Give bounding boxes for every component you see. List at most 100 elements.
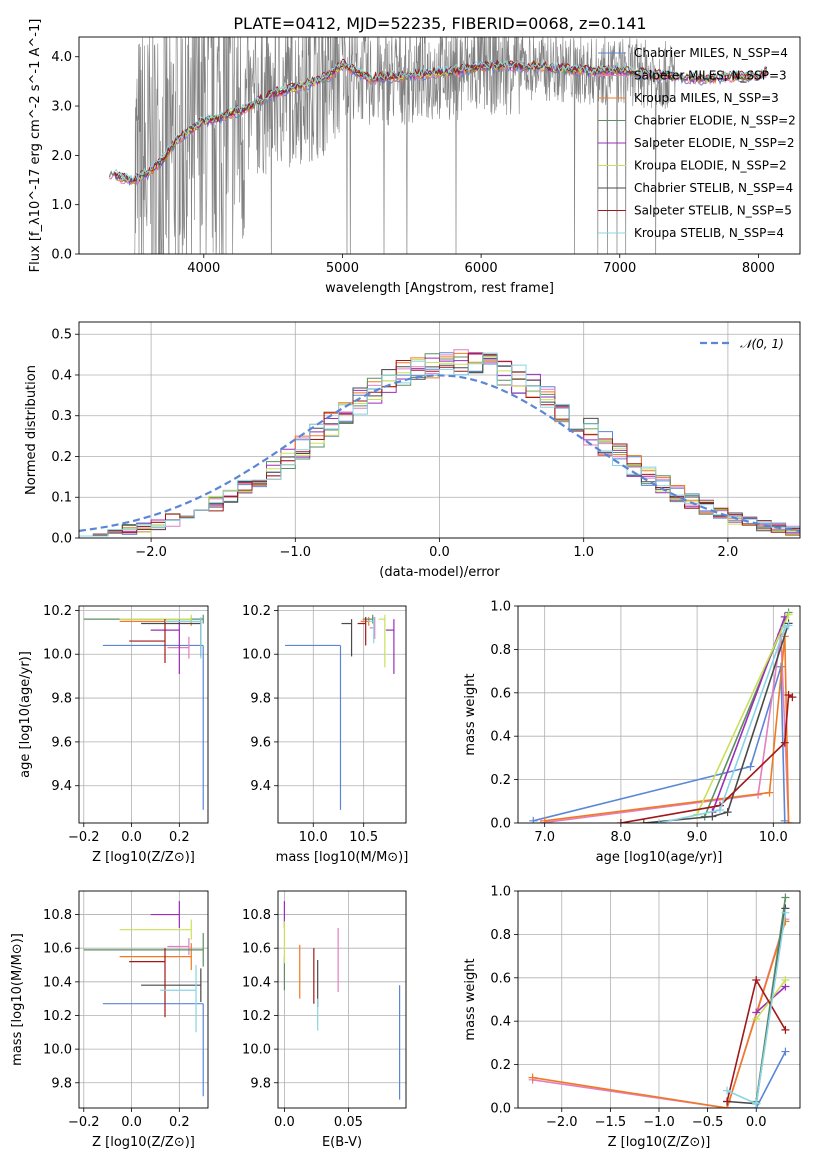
axes-frame <box>517 605 801 824</box>
x-axis-label: Z [log10(Z/Z⊙)] <box>608 1135 711 1150</box>
plot-area <box>528 893 790 1108</box>
grid <box>518 605 800 824</box>
figure-title: PLATE=0412, MJD=52235, FIBERID=0068, z=0… <box>233 14 646 33</box>
mass-weight-point <box>529 816 538 823</box>
y-tick-label: 0.4 <box>490 730 511 745</box>
mass-weight-point <box>752 1015 761 1024</box>
y-tick-label: 10.4 <box>43 975 72 990</box>
plot-area <box>109 37 768 254</box>
y-tick-label: 10.6 <box>43 942 72 957</box>
x-tick-label: 0.0 <box>429 545 450 560</box>
x-axis-label: Z [log10(Z/Z⊙)] <box>92 850 195 865</box>
y-tick-label: 10.2 <box>43 1009 72 1024</box>
ticks: −2.0 −1.0 0.0 1.0 2.0 0.0 0.1 0.2 0.3 0.4 0.5 <box>51 328 738 560</box>
x-tick-label: 0.0 <box>121 1115 142 1130</box>
axes-frame <box>277 605 407 824</box>
mass-weight-point <box>784 819 793 823</box>
spectrum-panel: 4000 5000 6000 7000 8000 0.0 1.0 2.0 3.0 4.0 wavel… <box>28 19 801 296</box>
plot-area <box>283 901 401 1100</box>
mass-weight-point <box>784 621 793 630</box>
x-tick-label: 4000 <box>187 261 220 276</box>
x-tick-label: 5000 <box>326 261 359 276</box>
y-tick-label: 9.8 <box>250 692 271 707</box>
y-tick-label: 1.0 <box>490 885 511 900</box>
ticks: 4000 5000 6000 7000 8000 0.0 1.0 2.0 3.0 4.0 <box>51 50 775 276</box>
mass-weight-point <box>616 819 625 823</box>
y-tick-label: 9.6 <box>51 735 72 750</box>
y-tick-label: 9.8 <box>51 1076 72 1091</box>
mass-weight-point <box>723 1086 732 1095</box>
x-axis-label: E(B-V) <box>322 1135 362 1150</box>
y-tick-label: 2.0 <box>51 149 72 164</box>
mass-vs-EBV-panel: 0.0 0.05 9.8 10.0 10.2 10.4 10.6 10.8 E(B-V) <box>242 890 407 1150</box>
mass-weight-point <box>780 738 789 747</box>
mass-weight-point <box>765 788 774 797</box>
legend-entry: Salpeter MILES, N_SSP=3 <box>634 69 787 83</box>
legend-entry: Kroupa ELODIE, N_SSP=2 <box>634 159 787 173</box>
axes-frame <box>78 605 209 824</box>
y-tick-label: 10.6 <box>242 942 271 957</box>
massweight-vs-Z-panel: −2.0 −1.5 −1.0 −0.5 0.0 0.0 0.2 0.4 0.6 0.8 1.0 Z [… <box>463 885 801 1150</box>
y-axis-label: mass [log10(M/M⊙)] <box>10 933 25 1066</box>
legend: Chabrier MILES, N_SSP=4 Salpeter MILES, N… <box>598 46 796 240</box>
y-tick-label: 10.0 <box>43 648 72 663</box>
plot-area <box>529 608 797 823</box>
mass-weight-line <box>755 979 787 1020</box>
y-tick-label: 0.0 <box>490 817 511 832</box>
x-tick-label: 10.5 <box>349 830 378 845</box>
y-tick-label: 9.4 <box>51 779 72 794</box>
mass-weight-point <box>540 816 549 823</box>
x-tick-label: 10.0 <box>299 830 328 845</box>
y-tick-label: 0.3 <box>51 409 72 424</box>
legend-entry: 𝒩(0, 1) <box>740 337 784 351</box>
y-tick-label: 0.2 <box>490 1058 511 1073</box>
x-tick-label: 7000 <box>603 261 636 276</box>
x-tick-label: 10.0 <box>759 830 788 845</box>
mass-weight-point <box>784 610 793 619</box>
mass-weight-point <box>708 812 717 821</box>
x-tick-label: −0.5 <box>692 1115 724 1130</box>
grid <box>278 891 406 1108</box>
mass-weight-point <box>752 1099 761 1108</box>
mass-weight-point <box>781 1047 790 1056</box>
mass-weight-line <box>643 623 790 823</box>
x-tick-label: −2.0 <box>135 545 167 560</box>
mass-weight-point <box>781 893 790 902</box>
plot-area <box>285 614 395 810</box>
residual-histogram <box>79 352 800 538</box>
y-tick-label: 10.0 <box>43 1043 72 1058</box>
mass-weight-point <box>723 1097 732 1106</box>
y-tick-label: 0.5 <box>51 328 72 343</box>
grid <box>79 891 208 1108</box>
x-tick-label: −0.2 <box>68 1115 100 1130</box>
mass-weight-line <box>544 636 790 823</box>
y-tick-label: 9.4 <box>250 779 271 794</box>
normal-reference-curve <box>79 374 800 532</box>
grid <box>79 606 208 823</box>
y-tick-label: 10.8 <box>242 908 271 923</box>
plot-area <box>83 901 204 1097</box>
age-vs-Z-panel: −0.2 0.0 0.2 9.4 9.6 9.8 10.0 10.2 Z [log10(Z/Z⊙… <box>18 604 209 865</box>
y-tick-label: 1.0 <box>490 600 511 615</box>
x-tick-label: −2.0 <box>546 1115 578 1130</box>
y-tick-label: 0.0 <box>51 532 72 547</box>
y-tick-label: 3.0 <box>51 100 72 115</box>
mass-weight-line <box>540 634 790 823</box>
y-tick-label: 0.6 <box>490 971 511 986</box>
legend-entry: Chabrier ELODIE, N_SSP=2 <box>634 114 796 128</box>
x-tick-label: 0.2 <box>169 1115 190 1130</box>
mass-weight-line <box>658 624 790 823</box>
x-tick-label: 9.0 <box>687 830 708 845</box>
y-axis-label: age [log10(age/yr)] <box>18 651 33 778</box>
ticks: 0.0 0.05 9.8 10.0 10.2 10.4 10.6 10.8 <box>242 908 363 1130</box>
y-axis-label: mass weight <box>463 958 478 1040</box>
mass-weight-line <box>696 614 790 815</box>
legend-entry: Kroupa MILES, N_SSP=3 <box>634 91 779 105</box>
observed-spectrum <box>134 37 676 254</box>
legend-entry: Chabrier MILES, N_SSP=4 <box>634 46 788 60</box>
grid <box>518 890 800 1109</box>
y-tick-label: 0.6 <box>490 686 511 701</box>
ticks: −0.2 0.0 0.2 9.4 9.6 9.8 10.0 10.2 <box>43 604 190 845</box>
y-tick-label: 10.0 <box>242 1043 271 1058</box>
